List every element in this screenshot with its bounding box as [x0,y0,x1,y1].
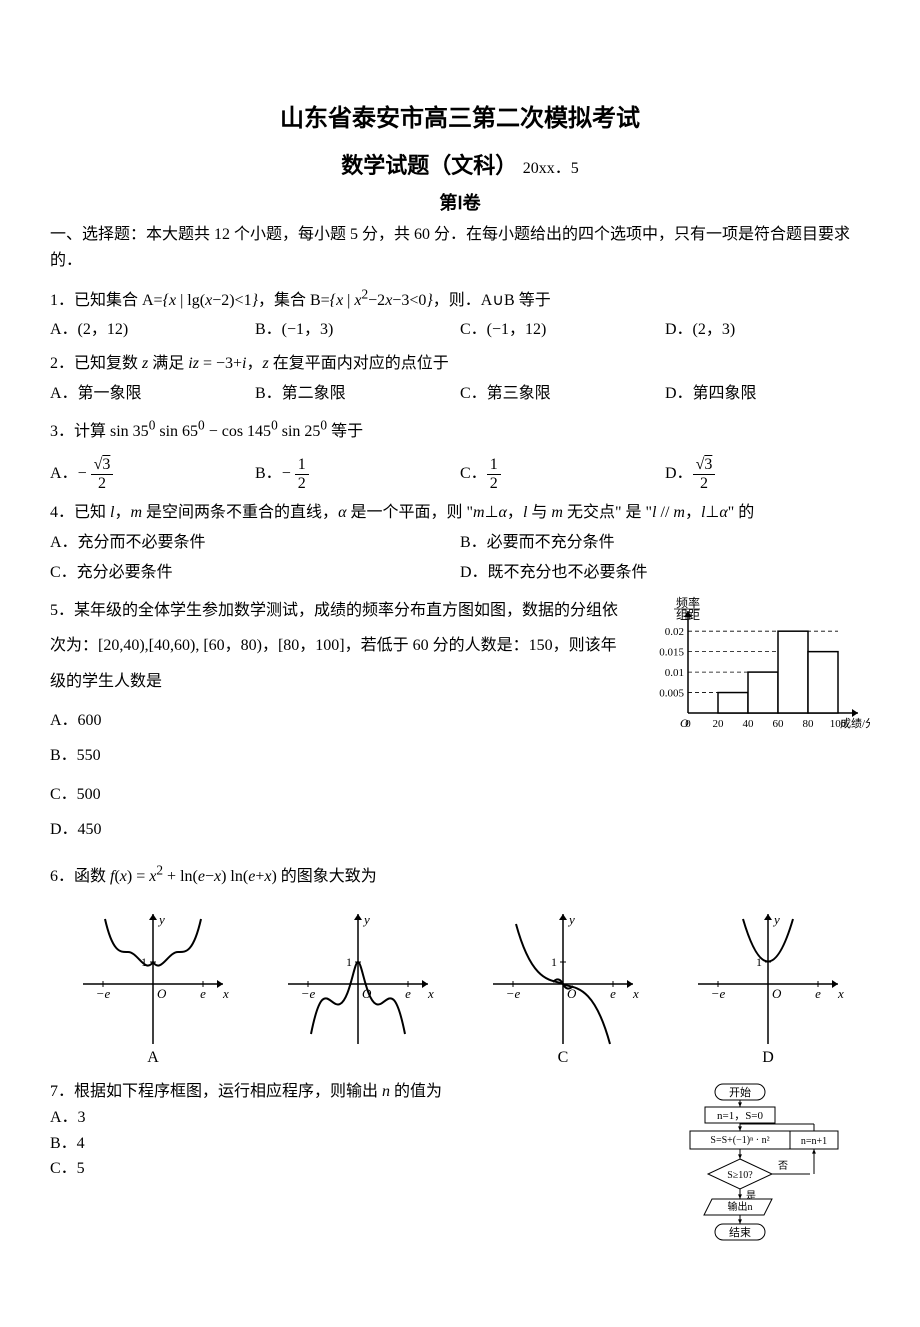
q2-opt-a: A．第一象限 [50,381,255,407]
svg-text:S=S+(−1)ⁿ · n²: S=S+(−1)ⁿ · n² [710,1135,769,1146]
q4-opt-c: C．充分必要条件 [50,560,460,586]
q5-histogram: 0.0050.010.0150.02020406080100频率组距成绩/分O [640,593,870,743]
svg-text:1: 1 [346,955,352,969]
q5-opt-b: B．550 [50,738,630,773]
svg-text:y: y [157,912,165,927]
svg-text:80: 80 [803,718,815,730]
q3-stem: 3．计算 sin 350 sin 650 − cos 1450 sin 250 … [50,423,363,440]
svg-text:x: x [632,986,639,1001]
svg-text:−e: −e [505,986,520,1001]
exam-title: 山东省泰安市高三第二次模拟考试 [50,100,870,138]
q2-opt-c: C．第三象限 [460,381,665,407]
svg-text:0.005: 0.005 [659,688,684,700]
svg-text:y: y [567,912,575,927]
svg-text:0.01: 0.01 [665,667,684,679]
section-label: 第Ⅰ卷 [50,189,870,218]
q1-opt-d: D．(2，3) [665,317,870,343]
svg-text:20: 20 [713,718,725,730]
question-3: 3．计算 sin 350 sin 650 − cos 1450 sin 250 … [50,414,870,492]
svg-text:e: e [200,986,206,1001]
svg-text:O: O [680,716,689,730]
q1-stem: 1．已知集合 A={x | lg(x−2)<1}，集合 B={x | x2−2x… [50,292,551,309]
svg-text:成绩/分: 成绩/分 [840,717,870,730]
svg-text:1: 1 [756,955,762,969]
subject: 数学试题（文科） [341,153,517,178]
svg-text:0.02: 0.02 [665,626,684,638]
q7-opt-b: B．4 [50,1131,670,1157]
q3-opt-b: B．− 12 [255,456,460,492]
q1-opt-c: C．(−1，12) [460,317,665,343]
q6-graph-d: y x O 1 −e e D [688,904,848,1064]
svg-text:O: O [157,986,167,1001]
svg-text:组距: 组距 [676,608,700,622]
svg-text:S≥10?: S≥10? [727,1170,753,1181]
q4-stem: 4．已知 l，m 是空间两条不重合的直线，α 是一个平面，则 "m⊥α，l 与 … [50,504,754,521]
svg-text:60: 60 [773,718,785,730]
svg-text:x: x [222,986,229,1001]
q4-opt-b: B．必要而不充分条件 [460,530,870,556]
exam-subtitle: 数学试题（文科） 20xx．5 [50,148,870,183]
question-2: 2．已知复数 z 满足 iz = −3+i，z 在复平面内对应的点位于 A．第一… [50,351,870,406]
svg-text:O: O [772,986,782,1001]
svg-text:否: 否 [778,1160,788,1172]
svg-text:开始: 开始 [729,1085,751,1099]
q4-opt-a: A．充分而不必要条件 [50,530,460,556]
q7-opt-a: A．3 [50,1105,670,1131]
q5-opt-a: A．600 [50,703,630,738]
q3-opt-a: A．− √32 [50,456,255,492]
q3-opt-c: C．12 [460,456,665,492]
q1-opt-a: A．(2，12) [50,317,255,343]
exam-date: 20xx．5 [523,160,579,177]
svg-text:n=1，S=0: n=1，S=0 [717,1110,764,1122]
svg-text:C: C [557,1049,568,1064]
q6-stem: 6．函数 f(x) = x2 + ln(e−x) ln(e+x) 的图象大致为 [50,868,377,885]
q6-graph-b: y x O 1 −e e [278,904,438,1064]
svg-text:D: D [762,1049,774,1064]
question-1: 1．已知集合 A={x | lg(x−2)<1}，集合 B={x | x2−2x… [50,284,870,344]
svg-text:结束: 结束 [729,1226,751,1239]
question-5: 5．某年级的全体学生参加数学测试，成绩的频率分布直方图如图，数据的分组依次为：[… [50,593,870,851]
svg-text:O: O [362,986,372,1001]
svg-text:1: 1 [551,955,557,969]
svg-text:x: x [427,986,434,1001]
instructions: 一、选择题：本大题共 12 个小题，每小题 5 分，共 60 分．在每小题给出的… [50,222,870,273]
q7-flowchart: 开始n=1，S=0S=S+(−1)ⁿ · n²S≥10?否n=n+1是输出n结束 [670,1079,870,1289]
q2-opt-b: B．第二象限 [255,381,460,407]
q5-opt-c: C．500 [50,777,630,812]
svg-text:x: x [837,986,844,1001]
q7-opt-c: C．5 [50,1156,670,1182]
svg-text:A: A [147,1049,159,1064]
svg-text:e: e [405,986,411,1001]
svg-text:y: y [772,912,780,927]
svg-text:e: e [815,986,821,1001]
svg-text:−e: −e [300,986,315,1001]
svg-text:0.015: 0.015 [659,647,684,659]
question-6: 6．函数 f(x) = x2 + ln(e−x) ln(e+x) 的图象大致为 … [50,859,870,1064]
svg-text:y: y [362,912,370,927]
svg-text:40: 40 [743,718,755,730]
q2-stem: 2．已知复数 z 满足 iz = −3+i，z 在复平面内对应的点位于 [50,355,449,372]
q5-stem: 5．某年级的全体学生参加数学测试，成绩的频率分布直方图如图，数据的分组依次为：[… [50,593,630,699]
svg-text:输出n: 输出n [728,1200,753,1213]
svg-text:n=n+1: n=n+1 [801,1136,827,1147]
svg-text:O: O [567,986,577,1001]
q6-graph-c: y x O 1 −e e C [483,904,643,1064]
q2-opt-d: D．第四象限 [665,381,870,407]
svg-text:e: e [610,986,616,1001]
question-7: 7．根据如下程序框图，运行相应程序，则输出 n 的值为 A．3 B．4 C．5 … [50,1079,870,1289]
question-4: 4．已知 l，m 是空间两条不重合的直线，α 是一个平面，则 "m⊥α，l 与 … [50,500,870,585]
q5-opt-d: D．450 [50,812,630,847]
q6-graph-a: yxO1−eeA [73,904,233,1064]
q7-stem: 7．根据如下程序框图，运行相应程序，则输出 n 的值为 [50,1079,670,1105]
svg-text:−e: −e [95,986,110,1001]
q4-opt-d: D．既不充分也不必要条件 [460,560,870,586]
q1-opt-b: B．(−1，3) [255,317,460,343]
svg-text:−e: −e [710,986,725,1001]
q3-opt-d: D．√32 [665,456,870,492]
